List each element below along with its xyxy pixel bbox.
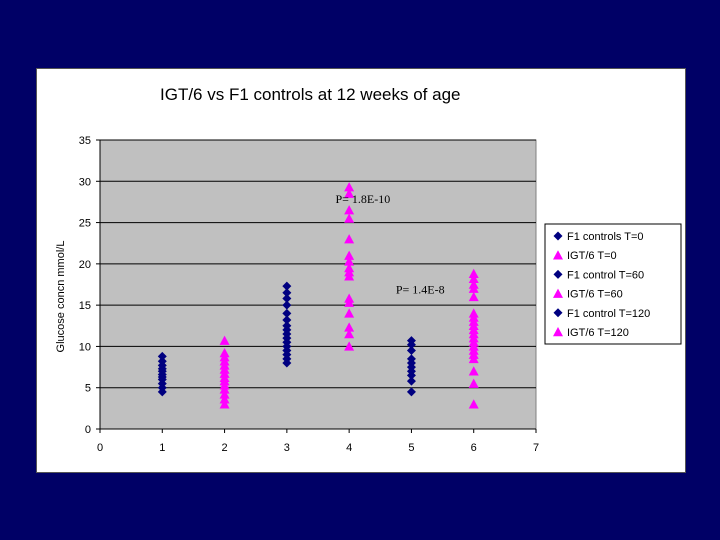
data-point-triangle (344, 205, 355, 215)
data-point-diamond (282, 288, 292, 298)
x-tick-label: 7 (533, 442, 539, 454)
chart-panel: 0 5 10 15 20 25 30 35 0 1 2 3 4 5 6 7 IGT/6 vs F1 contr… (36, 68, 686, 473)
data-point-triangle (468, 399, 479, 409)
data-point-triangle (468, 366, 479, 376)
data-point-triangle (344, 262, 355, 273)
data-point-diamond (406, 336, 416, 346)
gridlines (100, 139, 536, 389)
legend-marker-triangle (553, 250, 563, 260)
legend: F1 controls T=0 IGT/6 T=0 F1 control T=60 I… (544, 223, 682, 345)
data-point-diamond (282, 300, 292, 310)
plot-area (99, 139, 537, 430)
data-point-diamond (282, 321, 292, 331)
data-point-diamond (282, 315, 292, 325)
data-point-triangle (344, 213, 355, 223)
data-point-triangle (344, 293, 355, 303)
annotations: P= 1.8E-10 P= 1.4E-8 (335, 192, 444, 297)
data-point-triangle (219, 389, 230, 399)
p-value-annotation: P= 1.8E-10 (335, 192, 390, 206)
data-point-triangle (219, 399, 230, 409)
y-tick-label: 20 (79, 259, 91, 271)
data-point-diamond (406, 376, 416, 386)
y-tick-label: 25 (79, 218, 91, 230)
data-point-triangle (344, 341, 355, 351)
data-point-diamond (282, 308, 292, 318)
data-point-triangle (468, 268, 479, 279)
data-point-triangle (468, 308, 479, 318)
legend-marker-triangle (553, 288, 563, 298)
data-point-triangle (344, 250, 355, 260)
data-point-triangle (344, 182, 355, 192)
chart-title: IGT/6 vs F1 controls at 12 weeks of age (160, 85, 460, 104)
data-point-triangle (219, 335, 230, 345)
x-tick-label: 6 (471, 442, 477, 454)
data-point-triangle (219, 394, 230, 404)
y-tick-label: 35 (79, 135, 91, 147)
data-point-triangle (344, 188, 355, 198)
p-value-annotation: P= 1.4E-8 (396, 283, 445, 297)
data-point-diamond (157, 351, 167, 361)
data-point-triangle (344, 329, 355, 339)
legend-label: IGT/6 T=0 (567, 250, 617, 262)
data-point-triangle (468, 279, 479, 289)
data-point-triangle (468, 291, 479, 302)
data-point-triangle (219, 348, 230, 358)
y-tick-label: 10 (79, 341, 91, 353)
y-tick-label: 15 (79, 300, 91, 312)
x-tick-label: 5 (408, 442, 414, 454)
scatter-chart: 0 5 10 15 20 25 30 35 0 1 2 3 4 5 6 7 IGT/6 vs F1 contr… (55, 85, 682, 454)
data-markers (157, 182, 479, 409)
x-tick-label: 0 (97, 442, 103, 454)
data-point-diamond (282, 294, 292, 304)
data-point-diamond (282, 281, 292, 291)
data-point-diamond (157, 356, 167, 366)
legend-label: IGT/6 T=60 (567, 289, 623, 301)
legend-label: F1 control T=120 (567, 308, 650, 320)
data-point-triangle (344, 308, 355, 318)
y-tick-label: 30 (79, 176, 91, 188)
data-point-triangle (468, 273, 479, 283)
data-point-triangle (344, 322, 355, 332)
legend-label: F1 controls T=0 (567, 231, 644, 243)
data-point-diamond (406, 354, 416, 364)
data-point-triangle (344, 234, 355, 244)
data-point-triangle (344, 256, 355, 266)
data-point-triangle (468, 378, 479, 388)
y-tick-label: 5 (85, 383, 91, 395)
legend-marker-diamond (553, 269, 563, 279)
x-tick-label: 1 (159, 442, 165, 454)
legend-marker-diamond (553, 231, 563, 241)
legend-label: IGT/6 T=120 (567, 327, 629, 339)
legend-marker-triangle (553, 327, 563, 337)
legend-box (544, 223, 682, 345)
data-point-diamond (406, 387, 416, 397)
x-tick-label: 3 (284, 442, 290, 454)
x-tick-label: 2 (222, 442, 228, 454)
legend-marker-diamond (553, 308, 563, 318)
data-point-diamond (406, 346, 416, 356)
legend-label: F1 control T=60 (567, 269, 644, 281)
x-tick-label: 4 (346, 442, 352, 454)
y-tick-label: 0 (85, 424, 91, 436)
y-axis-label: Glucose concn mmol/L (55, 241, 67, 353)
axes: 0 5 10 15 20 25 30 35 0 1 2 3 4 5 6 7 (79, 135, 539, 454)
